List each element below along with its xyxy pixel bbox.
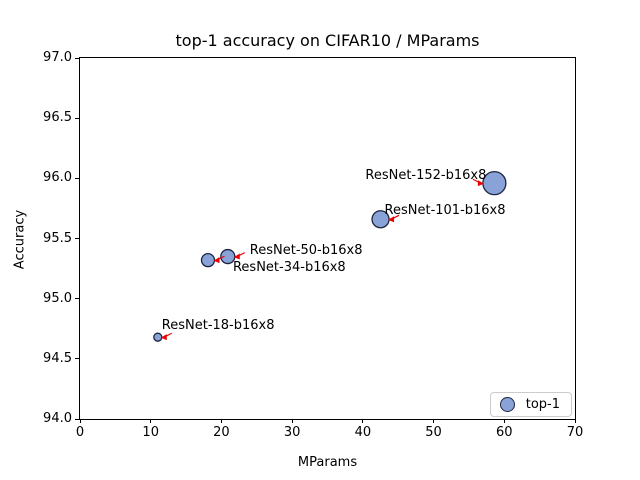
x-tick	[150, 419, 152, 423]
annotation-arrow-tail	[472, 178, 480, 183]
point-annotation: ResNet-50-b16x8	[249, 242, 363, 258]
y-tick	[75, 177, 79, 179]
x-tick	[79, 419, 81, 423]
point-annotation: ResNet-101-b16x8	[384, 203, 506, 219]
annotation-arrow	[213, 257, 220, 264]
annotation-arrow	[160, 334, 167, 341]
legend-marker-icon	[499, 397, 515, 412]
y-tick-label: 94.5	[43, 350, 72, 366]
y-tick-label: 97.0	[43, 50, 72, 65]
y-tick-label: 95.5	[43, 230, 72, 246]
point-annotation: ResNet-18-b16x8	[161, 318, 275, 334]
y-tick	[75, 418, 79, 420]
x-tick	[574, 419, 576, 423]
point-annotation: ResNet-34-b16x8	[232, 260, 346, 276]
x-axis-label: MParams	[297, 455, 358, 470]
x-tick-label: 70	[566, 425, 584, 440]
legend: top-1	[489, 392, 572, 417]
x-tick	[220, 419, 222, 423]
x-tick-label: 60	[496, 425, 513, 440]
y-tick	[75, 57, 79, 59]
y-tick	[75, 298, 79, 300]
scatter-point	[153, 332, 163, 342]
x-tick	[503, 419, 505, 423]
annotation-arrow	[233, 253, 240, 260]
y-tick-label: 96.5	[43, 110, 72, 126]
y-tick-label: 94.0	[43, 411, 72, 426]
y-axis-label: Accuracy	[12, 209, 28, 270]
scatter-point	[200, 253, 216, 268]
annotation-arrow-tail	[392, 214, 400, 219]
x-tick-label: 50	[425, 425, 442, 440]
scatter-point	[220, 248, 236, 265]
point-annotation: ResNet-152-b16x8	[365, 168, 487, 184]
legend-label: top-1	[525, 397, 560, 412]
y-tick-label: 95.0	[43, 290, 72, 306]
x-tick-label: 0	[75, 425, 85, 440]
x-tick-label: 10	[142, 425, 159, 440]
annotation-arrow-tail	[238, 252, 246, 257]
y-tick	[75, 238, 79, 239]
x-tick-label: 30	[283, 425, 301, 440]
y-tick	[75, 117, 79, 119]
x-tick	[433, 419, 435, 423]
x-tick	[362, 419, 364, 423]
annotation-arrow	[388, 216, 395, 223]
x-tick-label: 40	[354, 425, 372, 440]
scatter-layer	[153, 170, 507, 342]
annotation-arrow-tail	[165, 332, 173, 337]
annotation-arrow	[477, 180, 484, 187]
chart-title: top-1 accuracy on CIFAR10 / MParams	[175, 31, 480, 50]
annotation-arrow-tail	[218, 255, 225, 260]
x-tick-label: 20	[213, 425, 230, 440]
x-tick	[291, 419, 293, 423]
y-tick-label: 96.0	[43, 170, 72, 186]
plot-area: 0 10 20 30 40 50 60 70 94.0 94.5 95.0 95.5 96.0 96.5 9…	[43, 50, 583, 440]
y-tick	[75, 358, 79, 360]
